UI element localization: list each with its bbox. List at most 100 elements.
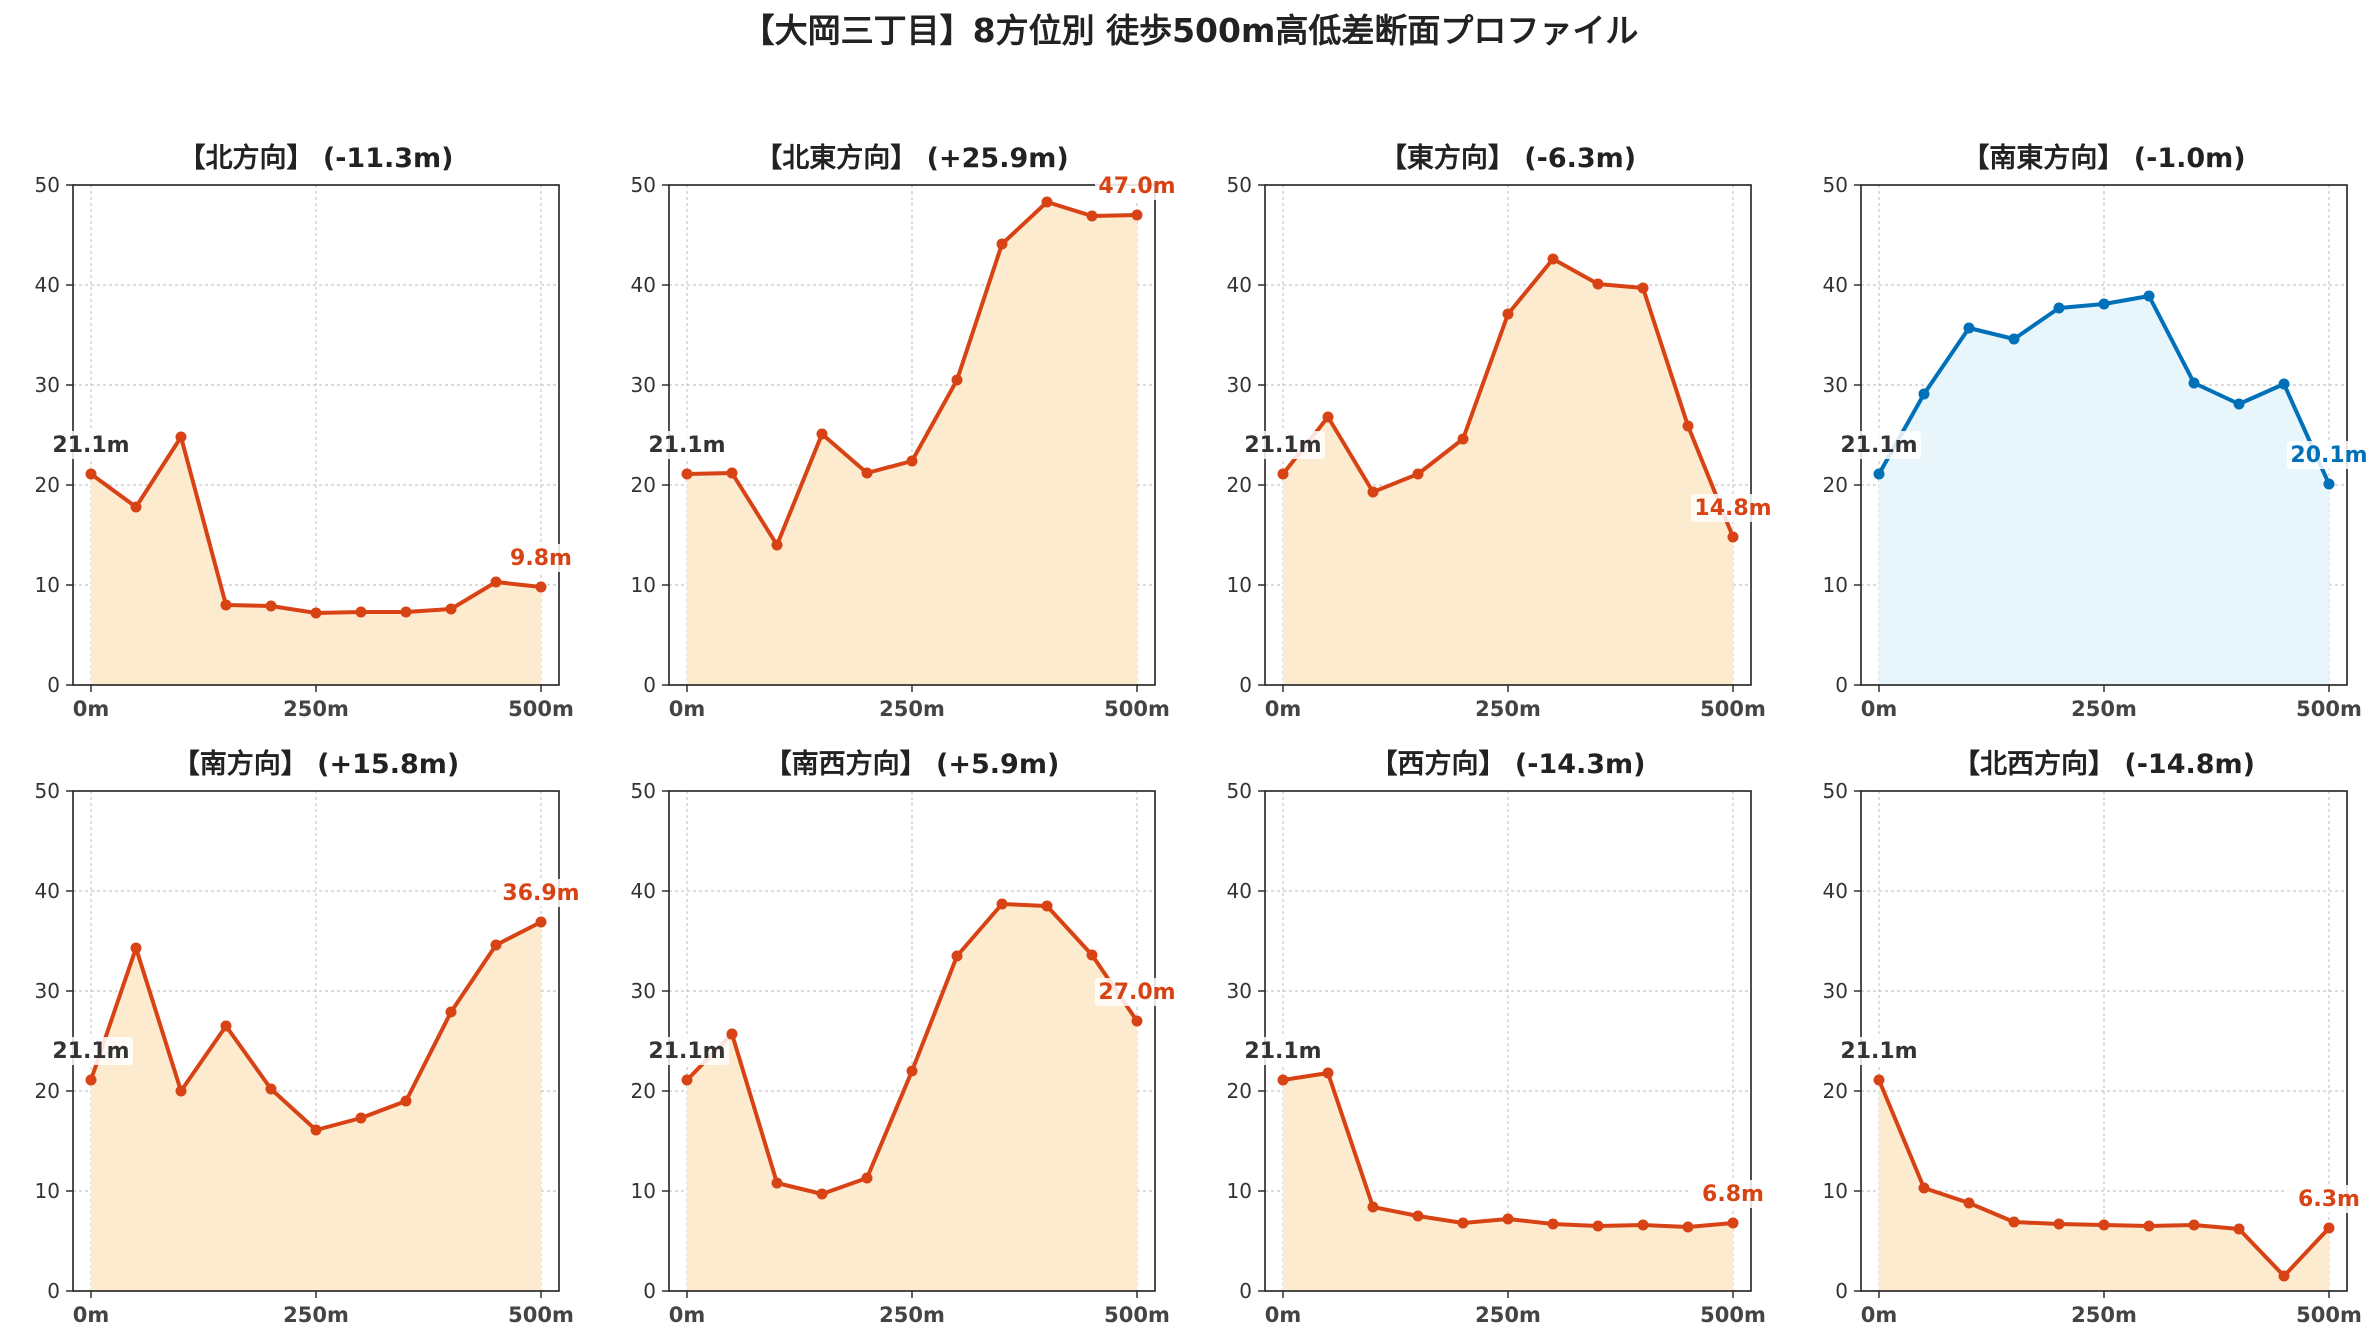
data-point (1637, 282, 1649, 294)
data-point (1592, 1220, 1604, 1232)
y-tick-label: 0 (643, 1279, 656, 1303)
data-point (1502, 308, 1514, 320)
data-point (1637, 1219, 1649, 1231)
data-point (2098, 298, 2110, 310)
y-tick-label: 30 (35, 373, 60, 397)
y-tick-label: 20 (1823, 1079, 1848, 1103)
y-tick-label: 10 (35, 1179, 60, 1203)
y-tick-label: 30 (1227, 373, 1252, 397)
data-point (726, 1028, 738, 1040)
data-point (681, 1074, 693, 1086)
data-point (2233, 1223, 2245, 1235)
data-point (220, 1020, 232, 1032)
y-tick-label: 30 (1227, 979, 1252, 1003)
start-label-bg (1837, 1037, 1921, 1065)
data-point (2233, 398, 2245, 410)
y-tick-label: 20 (631, 1079, 656, 1103)
y-tick-label: 50 (1227, 779, 1252, 803)
data-point (951, 374, 963, 386)
data-point (1131, 1015, 1143, 1027)
y-tick-label: 0 (1835, 673, 1848, 697)
area-fill (687, 904, 1137, 1291)
y-tick-label: 20 (1823, 473, 1848, 497)
data-point (1873, 468, 1885, 480)
start-value-label: 21.1m (1840, 1039, 1917, 1064)
y-tick-label: 0 (47, 673, 60, 697)
start-value-label: 21.1m (52, 433, 129, 458)
y-tick-label: 20 (1227, 473, 1252, 497)
start-label-bg (1837, 431, 1921, 459)
x-tick-label: 250m (2071, 697, 2137, 721)
start-value-label: 21.1m (1840, 433, 1917, 458)
y-tick-label: 40 (631, 879, 656, 903)
x-tick-label: 500m (508, 697, 574, 721)
data-point (861, 467, 873, 479)
end-value-label: 9.8m (510, 546, 572, 571)
data-point (1041, 900, 1053, 912)
data-point (1086, 949, 1098, 961)
panel-title: 【東方向】 (-6.3m) (1380, 142, 1636, 174)
area-fill (91, 922, 541, 1291)
x-tick-label: 500m (2296, 1303, 2362, 1327)
data-point (861, 1172, 873, 1184)
y-tick-label: 30 (631, 979, 656, 1003)
end-label-bg (1095, 978, 1179, 1006)
end-label-bg (1691, 1180, 1775, 1208)
area-fill (1879, 1080, 2329, 1291)
start-value-label: 21.1m (1244, 1039, 1321, 1064)
data-point (2008, 1216, 2020, 1228)
data-point (2053, 1218, 2065, 1230)
data-point (771, 1177, 783, 1189)
data-point (175, 431, 187, 443)
end-label-bg (1691, 494, 1775, 522)
y-tick-label: 0 (1239, 1279, 1252, 1303)
data-point (2323, 478, 2335, 490)
data-point (1412, 468, 1424, 480)
y-tick-label: 50 (1823, 779, 1848, 803)
x-tick-label: 250m (879, 697, 945, 721)
data-point (1918, 1182, 1930, 1194)
end-label-bg (499, 879, 583, 907)
data-point (1502, 1213, 1514, 1225)
y-tick-label: 40 (1823, 273, 1848, 297)
y-tick-label: 20 (35, 473, 60, 497)
start-label-bg (1241, 1037, 1325, 1065)
y-tick-label: 0 (643, 673, 656, 697)
y-tick-label: 40 (1227, 273, 1252, 297)
data-point (996, 898, 1008, 910)
start-value-label: 21.1m (648, 433, 725, 458)
area-fill (687, 202, 1137, 685)
end-label-bg (499, 544, 583, 572)
data-point (1727, 531, 1739, 543)
y-tick-label: 40 (631, 273, 656, 297)
y-tick-label: 10 (631, 1179, 656, 1203)
y-tick-label: 20 (1227, 1079, 1252, 1103)
start-label-bg (1241, 431, 1325, 459)
data-point (265, 1083, 277, 1095)
x-tick-label: 0m (73, 1303, 110, 1327)
end-value-label: 36.9m (502, 881, 579, 906)
data-point (2278, 1270, 2290, 1282)
x-tick-label: 0m (669, 1303, 706, 1327)
start-value-label: 21.1m (52, 1039, 129, 1064)
data-point (1873, 1074, 1885, 1086)
data-point (175, 1085, 187, 1097)
area-fill (1879, 296, 2329, 685)
data-point (2098, 1219, 2110, 1231)
panel-title: 【南東方向】 (-1.0m) (1962, 142, 2245, 174)
data-point (1592, 278, 1604, 290)
panel-title: 【北東方向】 (+25.9m) (755, 142, 1068, 174)
data-point (951, 950, 963, 962)
data-point (1457, 433, 1469, 445)
data-point (1457, 1217, 1469, 1229)
data-point (490, 939, 502, 951)
start-label-bg (49, 431, 133, 459)
data-point (1277, 468, 1289, 480)
